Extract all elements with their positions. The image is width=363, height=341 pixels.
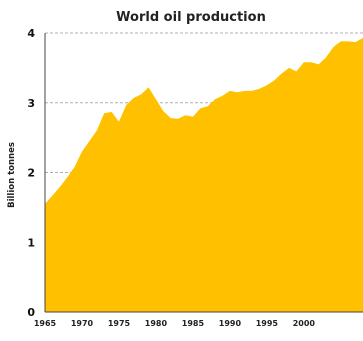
axes <box>44 33 363 313</box>
chart-title: World oil production <box>116 10 266 25</box>
x-tick-label-3: 1980 <box>145 319 168 328</box>
x-tick-label-6: 1995 <box>256 319 279 328</box>
y-axis-label: Billion tonnes <box>7 142 17 208</box>
x-tick-label-2: 1975 <box>108 319 131 328</box>
x-tick-label-7: 2000 <box>293 319 316 328</box>
y-tick-label-0: 0 <box>27 306 35 319</box>
y-tick-label-2: 2 <box>27 167 35 180</box>
x-tick-label-1: 1970 <box>71 319 94 328</box>
y-tick-label-1: 1 <box>27 236 35 249</box>
x-tick-label-4: 1985 <box>182 319 205 328</box>
x-tick-label-5: 1990 <box>219 319 242 328</box>
y-tick-label-3: 3 <box>27 97 35 110</box>
oil-production-area <box>45 37 363 312</box>
x-tick-label-0: 1965 <box>34 319 57 328</box>
y-axis-ticks: 0 1 2 3 4 <box>27 27 35 319</box>
y-tick-label-4: 4 <box>27 27 35 40</box>
x-axis-ticks: 1965 1970 1975 1980 1985 1990 1995 2000 <box>34 319 316 328</box>
